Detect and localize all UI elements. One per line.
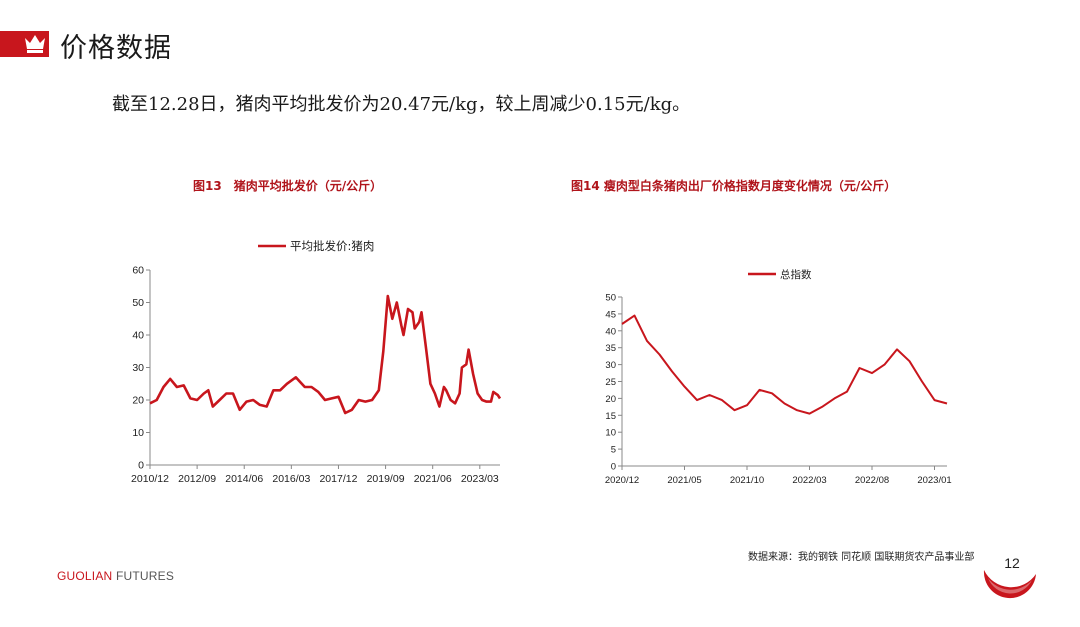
- y-tick-label: 15: [605, 411, 616, 422]
- x-tick-label: 2022/08: [855, 475, 889, 486]
- y-tick-label: 25: [605, 377, 616, 388]
- y-tick-label: 30: [132, 362, 144, 374]
- legend-label: 平均批发价:猪肉: [290, 239, 374, 253]
- page-number: 12: [1004, 555, 1020, 571]
- y-tick-label: 0: [138, 460, 144, 472]
- y-tick-label: 20: [605, 394, 616, 405]
- y-tick-label: 50: [132, 297, 144, 309]
- chart-14-title: 图14 瘦肉型白条猪肉出厂价格指数月度变化情况（元/公斤）: [571, 179, 897, 193]
- y-tick-label: 0: [611, 462, 616, 473]
- x-tick-label: 2010/12: [131, 473, 169, 485]
- y-tick-label: 5: [611, 445, 616, 456]
- y-tick-label: 60: [132, 265, 144, 277]
- brand-secondary: FUTURES: [112, 569, 175, 583]
- x-tick-label: 2017/12: [319, 473, 357, 485]
- y-tick-label: 45: [605, 309, 616, 320]
- x-tick-label: 2014/06: [225, 473, 263, 485]
- y-tick-label: 30: [605, 360, 616, 371]
- series-line-fig13: [149, 294, 502, 415]
- y-tick-label: 10: [605, 428, 616, 439]
- x-tick-label: 2021/10: [730, 475, 764, 486]
- x-tick-label: 2016/03: [272, 473, 310, 485]
- data-source-note: 数据来源：我的钢铁 同花顺 国联期货农产品事业部: [748, 552, 975, 563]
- brand-logo-text: GUOLIAN FUTURES: [57, 569, 174, 583]
- chart-13-title: 图13 猪肉平均批发价（元/公斤）: [193, 179, 383, 193]
- legend-label: 总指数: [780, 268, 812, 281]
- y-tick-label: 10: [132, 427, 144, 439]
- x-tick-label: 2012/09: [178, 473, 216, 485]
- series-line-fig14: [621, 314, 948, 415]
- crown-icon: [25, 35, 45, 53]
- summary-text: 截至12.28日，猪肉平均批发价为20.47元/kg，较上周减少0.15元/kg…: [112, 94, 691, 115]
- x-tick-label: 2022/03: [792, 475, 826, 486]
- x-tick-label: 2021/05: [667, 475, 701, 486]
- x-tick-label: 2023/03: [461, 473, 499, 485]
- y-tick-label: 40: [605, 326, 616, 337]
- page-swoosh-icon: [983, 570, 1036, 599]
- y-tick-label: 20: [132, 395, 144, 407]
- y-tick-label: 35: [605, 343, 616, 354]
- x-tick-label: 2019/09: [367, 473, 405, 485]
- x-tick-label: 2021/06: [414, 473, 452, 485]
- y-tick-label: 50: [605, 293, 616, 304]
- y-tick-label: 40: [132, 330, 144, 342]
- x-tick-label: 2023/01: [917, 475, 951, 486]
- page-title: 价格数据: [60, 33, 172, 64]
- brand-primary: GUOLIAN: [57, 569, 113, 583]
- x-tick-label: 2020/12: [605, 475, 639, 486]
